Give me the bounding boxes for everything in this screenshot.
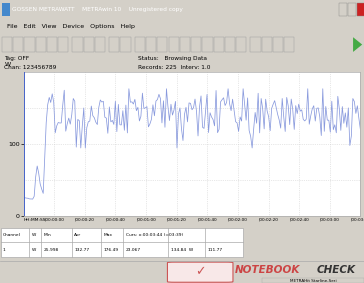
Text: |00:01:40: |00:01:40	[198, 218, 217, 222]
Text: |00:00:00: |00:00:00	[44, 218, 64, 222]
Bar	[348, 3, 356, 16]
Text: 176.49: 176.49	[104, 248, 119, 252]
Text: |00:03:00: |00:03:00	[320, 218, 340, 222]
Bar	[202, 37, 213, 52]
Text: NOTEBOOK: NOTEBOOK	[235, 265, 300, 275]
Text: GOSSEN METRAWATT    METRAwin 10    Unregistered copy: GOSSEN METRAWATT METRAwin 10 Unregistere…	[12, 7, 182, 12]
Text: Records: 225  Interv: 1.0: Records: 225 Interv: 1.0	[138, 65, 211, 70]
Bar	[47, 37, 57, 52]
Text: Curs: x:00:03:44 (=03:39): Curs: x:00:03:44 (=03:39)	[126, 233, 183, 237]
Text: |00:00:20: |00:00:20	[75, 218, 95, 222]
Text: METRAHit Starline-Seri: METRAHit Starline-Seri	[290, 279, 336, 283]
Text: Tag: OFF: Tag: OFF	[4, 56, 29, 61]
Bar	[250, 37, 261, 52]
Bar	[225, 37, 235, 52]
Polygon shape	[353, 37, 362, 52]
Bar	[262, 278, 364, 283]
Text: 134.84  W: 134.84 W	[171, 248, 193, 252]
Text: |00:02:00: |00:02:00	[228, 218, 248, 222]
Text: Channel: Channel	[3, 233, 20, 237]
Text: W: W	[32, 248, 36, 252]
Text: 111.77: 111.77	[207, 248, 222, 252]
Text: CHECK: CHECK	[317, 265, 356, 275]
Bar	[95, 37, 105, 52]
Text: File   Edit   View   Device   Options   Help: File Edit View Device Options Help	[7, 23, 135, 29]
Text: Chan: 123456789: Chan: 123456789	[4, 65, 56, 70]
Text: Min: Min	[44, 233, 52, 237]
Text: |00:01:20: |00:01:20	[167, 218, 187, 222]
Text: Avr: Avr	[74, 233, 82, 237]
Text: 132.77: 132.77	[74, 248, 90, 252]
Bar	[72, 37, 83, 52]
Text: |00:02:20: |00:02:20	[258, 218, 278, 222]
Bar	[13, 37, 23, 52]
Bar	[157, 37, 167, 52]
FancyBboxPatch shape	[167, 262, 233, 282]
Bar	[2, 37, 12, 52]
Text: Status:   Browsing Data: Status: Browsing Data	[138, 56, 207, 61]
Bar	[214, 37, 224, 52]
Bar	[36, 37, 46, 52]
Text: |00:03:20: |00:03:20	[351, 218, 364, 222]
Text: HH:MM:SS: HH:MM:SS	[24, 218, 46, 222]
Bar	[262, 37, 272, 52]
Text: 25.998: 25.998	[44, 248, 59, 252]
Bar	[2, 3, 10, 16]
Text: ✓: ✓	[195, 265, 205, 278]
Text: |00:00:40: |00:00:40	[106, 218, 125, 222]
Bar	[146, 37, 156, 52]
Bar	[339, 3, 347, 16]
Bar	[84, 37, 94, 52]
Text: Max: Max	[104, 233, 112, 237]
Bar	[24, 37, 35, 52]
Bar	[109, 37, 119, 52]
Text: |00:02:40: |00:02:40	[289, 218, 309, 222]
Text: 23.067: 23.067	[126, 248, 141, 252]
Text: 1: 1	[3, 248, 5, 252]
Bar	[120, 37, 131, 52]
Bar	[180, 37, 190, 52]
Bar	[236, 37, 246, 52]
Bar	[169, 37, 179, 52]
Bar	[284, 37, 294, 52]
Bar	[191, 37, 201, 52]
Text: W: W	[32, 233, 36, 237]
Text: W: W	[5, 62, 11, 67]
Text: |00:01:00: |00:01:00	[136, 218, 156, 222]
Bar	[135, 37, 145, 52]
Bar	[357, 3, 364, 16]
Bar	[273, 37, 283, 52]
Bar	[58, 37, 68, 52]
